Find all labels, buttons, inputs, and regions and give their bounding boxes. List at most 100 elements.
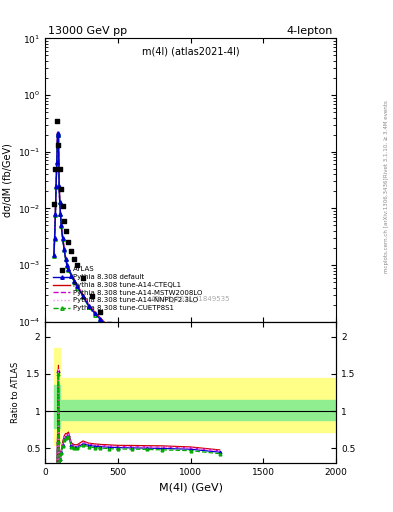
Pythia 8.308 default — [54, 183, 59, 189]
ATLAS — [55, 141, 62, 150]
Pythia 8.308 tune-A14-MSTW2008LO — [81, 292, 85, 298]
Pythia 8.308 tune-A14-MSTW2008LO — [57, 198, 62, 204]
Pythia 8.308 tune-A14-CTEQL1 — [81, 292, 85, 298]
Pythia 8.308 default — [59, 222, 64, 228]
Pythia 8.308 tune-A14-MSTW2008LO — [59, 222, 64, 228]
Pythia 8.308 tune-A14-NNPDF2.3LO — [63, 254, 68, 261]
Pythia 8.308 tune-A14-MSTW2008LO — [52, 234, 57, 240]
Pythia 8.308 tune-A14-MSTW2008LO — [86, 302, 91, 308]
Pythia 8.308 tune-A14-MSTW2008LO — [72, 278, 77, 284]
Pythia 8.308 tune-A14-CTEQL1 — [92, 309, 97, 315]
Pythia 8.308 tune-A14-NNPDF2.3LO — [107, 325, 112, 331]
Pythia 8.308 tune-CUETP8S1 — [130, 348, 135, 354]
Pythia 8.308 tune-A14-CTEQL1 — [72, 276, 77, 283]
Pythia 8.308 tune-CUETP8S1 — [51, 253, 56, 259]
ATLAS — [97, 308, 104, 316]
Pythia 8.308 tune-A14-CTEQL1 — [145, 357, 149, 363]
Pythia 8.308 tune-A14-NNPDF2.3LO — [217, 409, 222, 415]
Pythia 8.308 default — [81, 293, 85, 300]
Pythia 8.308 tune-A14-MSTW2008LO — [107, 325, 112, 331]
Pythia 8.308 tune-A14-NNPDF2.3LO — [51, 251, 56, 258]
Pythia 8.308 tune-A14-CTEQL1 — [75, 282, 79, 288]
Pythia 8.308 tune-A14-MSTW2008LO — [53, 210, 58, 217]
Pythia 8.308 tune-A14-CTEQL1 — [58, 209, 63, 216]
Pythia 8.308 tune-A14-NNPDF2.3LO — [86, 302, 91, 308]
Text: 13000 GeV pp: 13000 GeV pp — [48, 26, 127, 35]
Pythia 8.308 tune-A14-MSTW2008LO — [69, 272, 74, 278]
Pythia 8.308 default — [57, 183, 62, 189]
Pythia 8.308 default — [75, 283, 79, 289]
Pythia 8.308 tune-CUETP8S1 — [66, 267, 71, 273]
Pythia 8.308 tune-CUETP8S1 — [81, 294, 85, 300]
Pythia 8.308 tune-A14-CTEQL1 — [107, 324, 112, 330]
Pythia 8.308 default — [188, 388, 193, 394]
Pythia 8.308 tune-CUETP8S1 — [159, 370, 164, 376]
Pythia 8.308 tune-A14-NNPDF2.3LO — [52, 234, 57, 240]
Pythia 8.308 tune-CUETP8S1 — [72, 279, 77, 285]
ATLAS — [59, 202, 66, 210]
Pythia 8.308 tune-A14-NNPDF2.3LO — [66, 265, 71, 271]
Pythia 8.308 tune-A14-NNPDF2.3LO — [54, 182, 59, 188]
Pythia 8.308 tune-A14-NNPDF2.3LO — [69, 272, 74, 278]
Text: ATLAS_2021_I1849535: ATLAS_2021_I1849535 — [151, 295, 230, 303]
Pythia 8.308 tune-A14-CTEQL1 — [116, 332, 120, 338]
Pythia 8.308 tune-A14-NNPDF2.3LO — [75, 283, 79, 289]
Pythia 8.308 tune-A14-NNPDF2.3LO — [130, 346, 135, 352]
Pythia 8.308 tune-A14-NNPDF2.3LO — [92, 310, 97, 316]
Y-axis label: dσ/dM (fb/GeV): dσ/dM (fb/GeV) — [2, 143, 12, 217]
Pythia 8.308 tune-CUETP8S1 — [57, 199, 62, 205]
Pythia 8.308 tune-A14-MSTW2008LO — [63, 254, 68, 261]
Pythia 8.308 default — [52, 235, 57, 241]
ATLAS — [52, 165, 59, 173]
Pythia 8.308 tune-A14-NNPDF2.3LO — [98, 315, 103, 322]
Pythia 8.308 tune-A14-NNPDF2.3LO — [60, 234, 65, 240]
Pythia 8.308 default — [98, 316, 103, 323]
Pythia 8.308 tune-A14-MSTW2008LO — [56, 131, 61, 137]
Pythia 8.308 default — [66, 266, 71, 272]
Pythia 8.308 default — [58, 211, 63, 217]
Pythia 8.308 tune-CUETP8S1 — [188, 389, 193, 395]
Pythia 8.308 tune-A14-CTEQL1 — [63, 253, 68, 260]
Pythia 8.308 tune-CUETP8S1 — [75, 285, 79, 291]
Pythia 8.308 default — [130, 347, 135, 353]
ATLAS — [68, 246, 75, 254]
Pythia 8.308 default — [55, 159, 59, 165]
Pythia 8.308 tune-A14-NNPDF2.3LO — [81, 292, 85, 298]
Pythia 8.308 tune-CUETP8S1 — [56, 132, 61, 138]
Pythia 8.308 tune-A14-NNPDF2.3LO — [59, 222, 64, 228]
Pythia 8.308 tune-A14-MSTW2008LO — [57, 182, 62, 188]
Y-axis label: Ratio to ATLAS: Ratio to ATLAS — [11, 362, 20, 423]
Pythia 8.308 tune-A14-NNPDF2.3LO — [145, 357, 149, 364]
Text: 4-lepton: 4-lepton — [287, 26, 333, 35]
Pythia 8.308 tune-A14-CTEQL1 — [159, 367, 164, 373]
Pythia 8.308 tune-A14-CTEQL1 — [54, 181, 59, 187]
Pythia 8.308 tune-CUETP8S1 — [55, 160, 59, 166]
Pythia 8.308 tune-A14-MSTW2008LO — [75, 283, 79, 289]
Pythia 8.308 tune-A14-CTEQL1 — [86, 302, 91, 308]
Pythia 8.308 tune-CUETP8S1 — [116, 334, 120, 340]
Pythia 8.308 tune-CUETP8S1 — [54, 184, 59, 190]
ATLAS — [58, 185, 64, 193]
Pythia 8.308 default — [56, 132, 61, 138]
ATLAS — [57, 165, 63, 173]
Pythia 8.308 tune-A14-CTEQL1 — [55, 129, 60, 135]
Pythia 8.308 tune-A14-MSTW2008LO — [66, 265, 71, 271]
Pythia 8.308 tune-CUETP8S1 — [58, 211, 63, 218]
Pythia 8.308 tune-A14-MSTW2008LO — [98, 315, 103, 322]
Pythia 8.308 tune-A14-MSTW2008LO — [62, 246, 66, 252]
Pythia 8.308 default — [107, 326, 112, 332]
Pythia 8.308 tune-A14-NNPDF2.3LO — [57, 198, 62, 204]
ATLAS — [80, 273, 86, 282]
Legend: ATLAS, Pythia 8.308 default, Pythia 8.308 tune-A14-CTEQL1, Pythia 8.308 tune-A14: ATLAS, Pythia 8.308 default, Pythia 8.30… — [51, 265, 204, 312]
Line: Pythia 8.308 tune-A14-NNPDF2.3LO: Pythia 8.308 tune-A14-NNPDF2.3LO — [54, 133, 220, 412]
Pythia 8.308 tune-A14-CTEQL1 — [62, 245, 66, 251]
Pythia 8.308 tune-A14-CTEQL1 — [52, 233, 57, 240]
ATLAS — [51, 200, 57, 208]
Pythia 8.308 tune-A14-MSTW2008LO — [60, 234, 65, 240]
Pythia 8.308 default — [51, 252, 56, 258]
Pythia 8.308 default — [62, 246, 66, 252]
Pythia 8.308 tune-CUETP8S1 — [60, 236, 65, 242]
Pythia 8.308 default — [217, 410, 222, 416]
Pythia 8.308 tune-A14-NNPDF2.3LO — [56, 131, 61, 137]
ATLAS — [71, 254, 77, 263]
